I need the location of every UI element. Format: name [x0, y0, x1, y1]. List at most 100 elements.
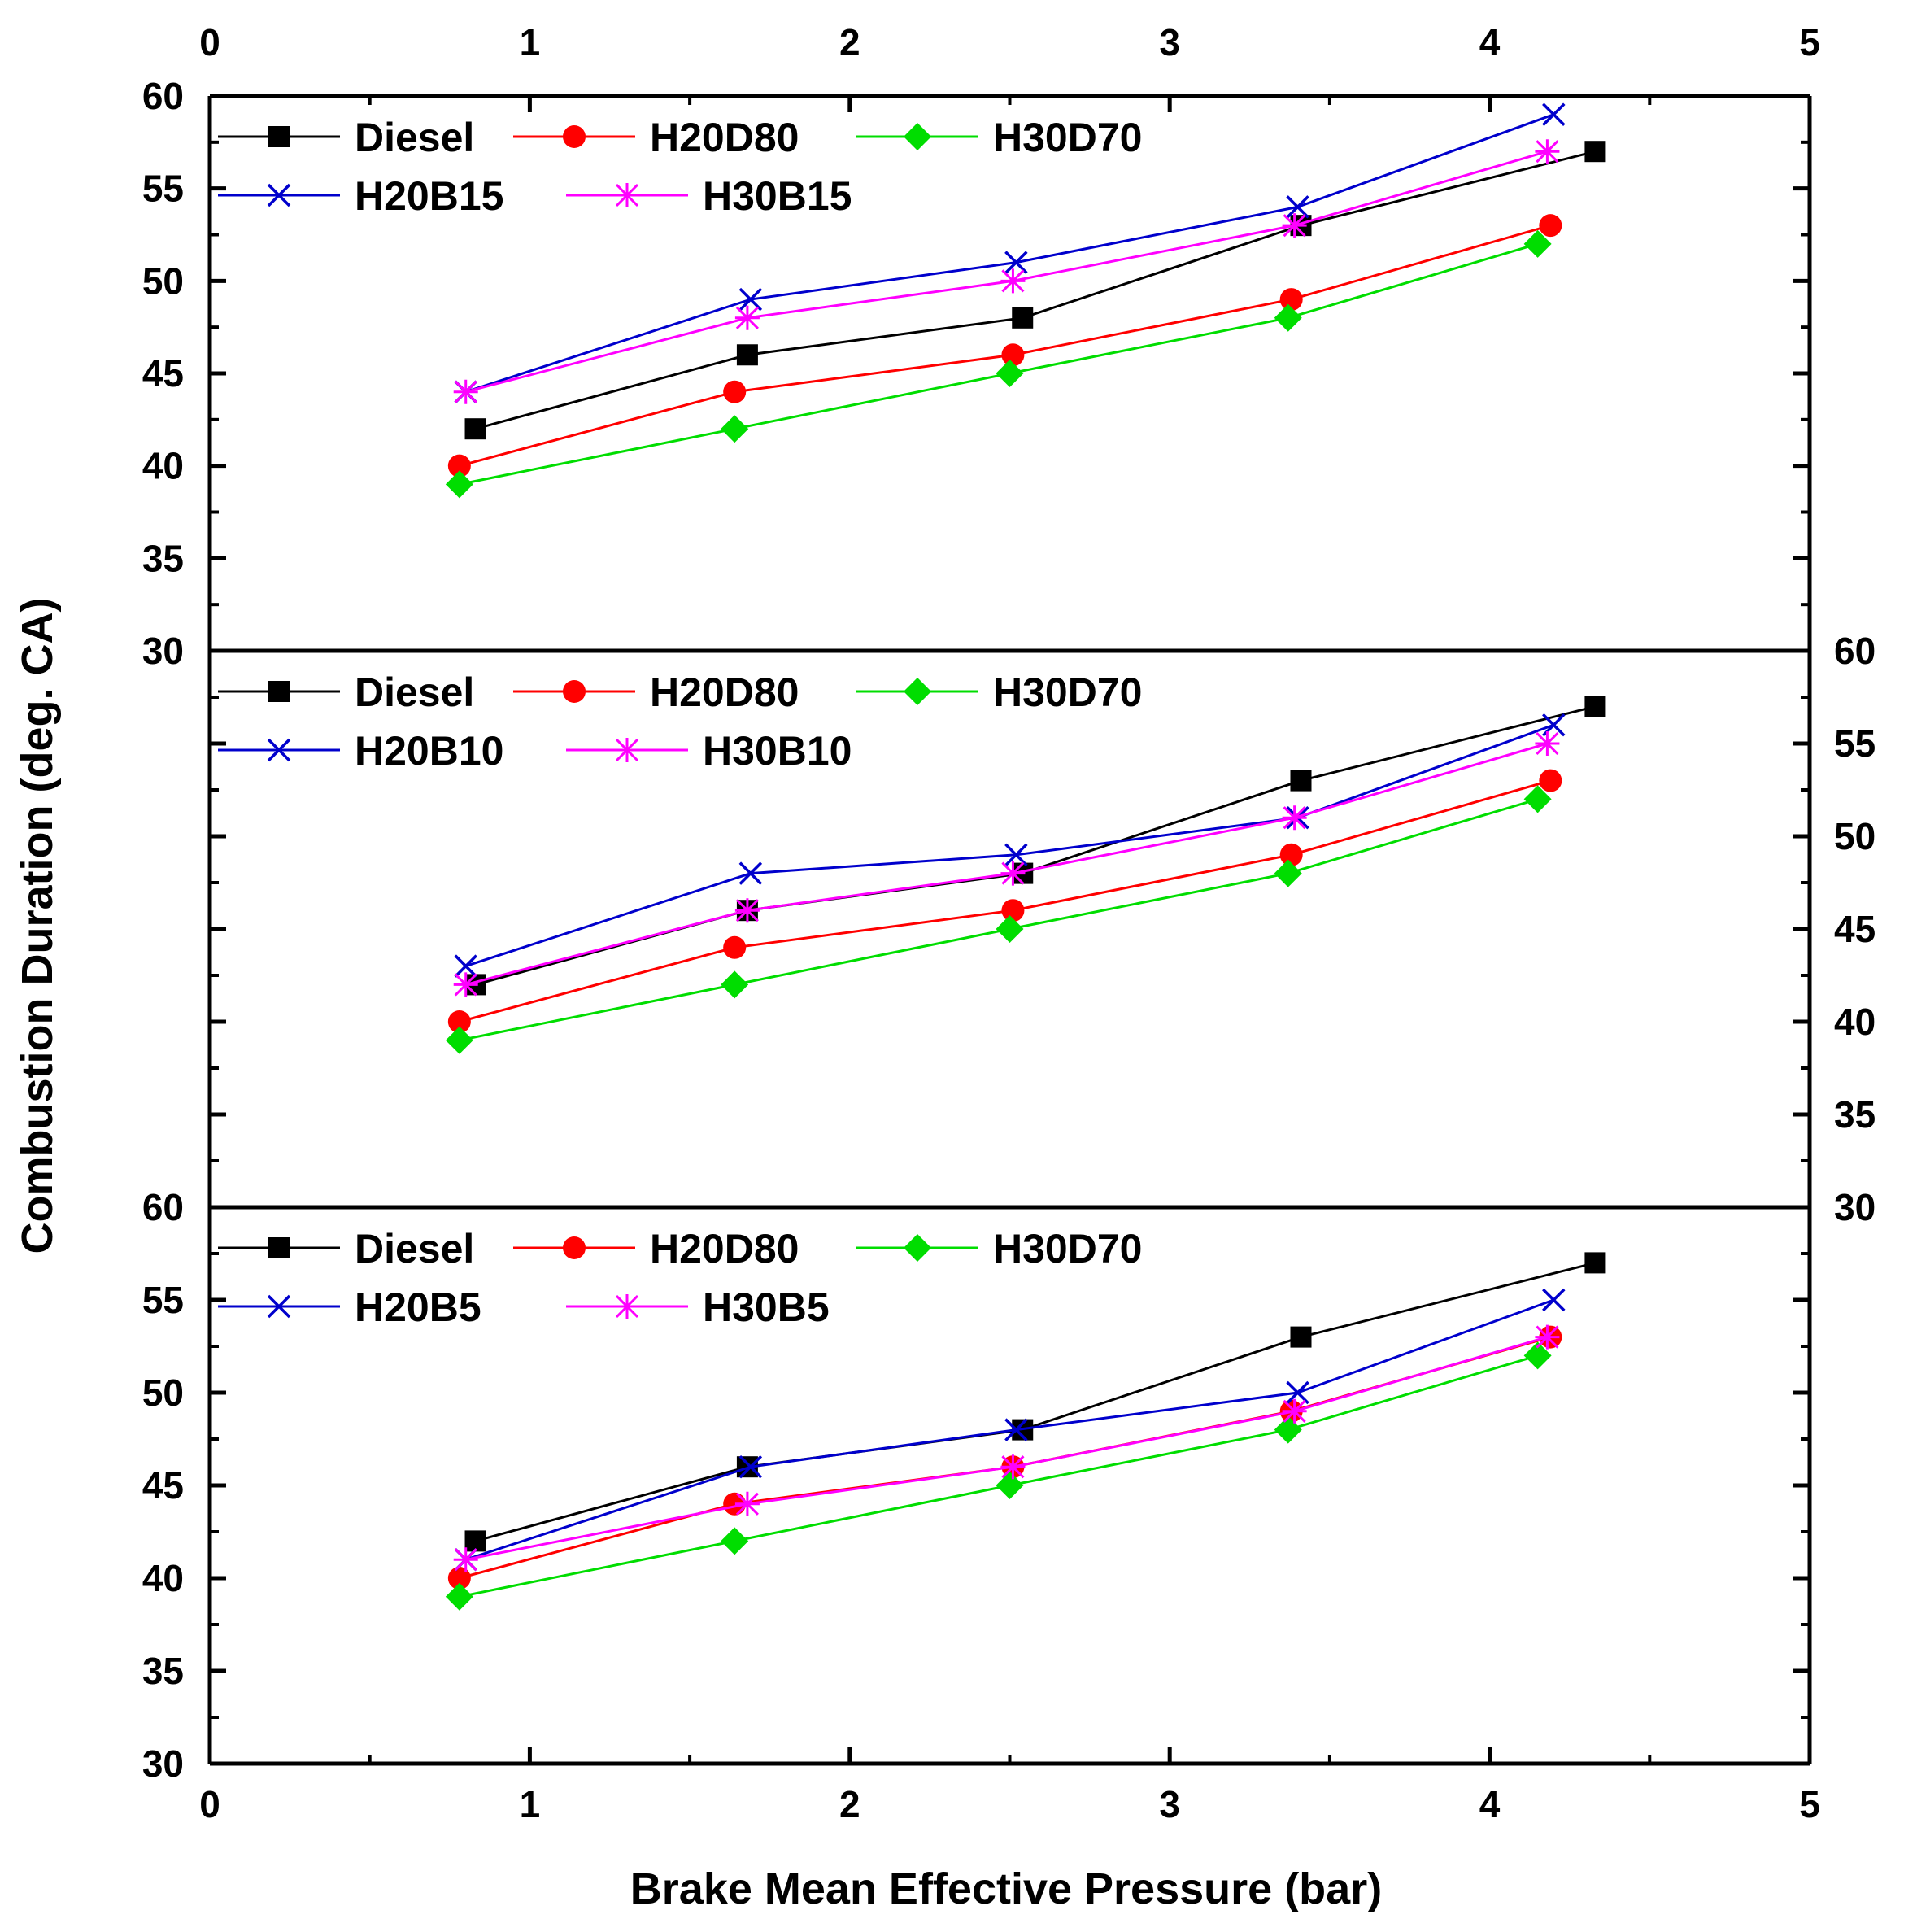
legend-label: Diesel — [355, 1226, 474, 1271]
data-point — [1290, 770, 1312, 792]
series-h30d70-middle — [445, 785, 1552, 1054]
data-point — [1012, 307, 1034, 329]
data-point — [447, 1567, 471, 1590]
x-axis-title: Brake Mean Effective Pressure (bar) — [630, 1864, 1382, 1913]
legend-label: H30D70 — [993, 1226, 1142, 1271]
legend-middle: Diesel H20D80 H30D70 H20B10 H30B10 — [218, 669, 1142, 774]
x-tick-label: 3 — [1159, 1783, 1180, 1825]
x-tick-label: 5 — [1799, 1783, 1820, 1825]
data-point — [453, 379, 478, 404]
legend-label: H20D80 — [650, 1226, 799, 1271]
data-point — [447, 454, 471, 478]
data-point — [447, 1010, 471, 1033]
data-point — [445, 1026, 473, 1054]
y-tick-label: 55 — [1834, 722, 1876, 765]
y-tick-label: 50 — [1834, 815, 1876, 857]
data-point — [1274, 859, 1302, 887]
data-point — [736, 344, 758, 366]
legend-bottom: Diesel H20D80 H30D70 H20B5 H30B5 — [218, 1226, 1142, 1330]
data-point — [1286, 1380, 1309, 1405]
legend-label: H20D80 — [650, 115, 799, 160]
legend-layer: Diesel H20D80 H30D70 H20B15 H30B15 Diesel H20D… — [218, 115, 1142, 1330]
y-tick-label: 60 — [142, 1186, 184, 1228]
y-tick-label: 60 — [1834, 630, 1876, 672]
data-point — [1542, 102, 1566, 126]
data-point — [734, 898, 760, 923]
x-tick-label: 5 — [1799, 21, 1820, 63]
legend-marker — [267, 1294, 291, 1319]
legend-label: H30D70 — [993, 669, 1142, 715]
series-h30b15-top — [453, 139, 1560, 404]
legend-marker — [268, 126, 290, 147]
data-point — [1535, 731, 1560, 756]
legend-marker — [904, 123, 931, 150]
legend-marker — [615, 738, 639, 762]
y-axis-title: Combustion Duration (deg. CA) — [13, 598, 62, 1254]
y-tick-label: 45 — [142, 1464, 184, 1507]
series-h30b10-middle — [453, 731, 1560, 997]
data-point — [738, 861, 763, 885]
series-h20d80-middle — [447, 769, 1562, 1033]
x-tick-label: 0 — [199, 1783, 220, 1825]
y-tick-label: 30 — [142, 1742, 184, 1785]
legend-label: H30B10 — [703, 728, 852, 774]
data-point — [721, 970, 749, 999]
data-point — [996, 1472, 1024, 1499]
series-layer — [445, 102, 1606, 1611]
data-point — [723, 935, 747, 959]
legend-label: H20B10 — [355, 728, 503, 774]
data-point — [1523, 785, 1552, 813]
data-point — [1004, 251, 1028, 274]
x-tick-label: 4 — [1479, 1783, 1501, 1825]
data-point — [1000, 861, 1026, 886]
data-point — [738, 287, 763, 312]
y-tick-label: 30 — [1834, 1186, 1876, 1228]
legend-label: Diesel — [355, 669, 474, 715]
data-point — [454, 954, 477, 978]
legend-marker — [563, 125, 586, 148]
data-point — [445, 1582, 473, 1611]
legend-label: H30B15 — [703, 173, 852, 219]
y-tick-label: 45 — [142, 352, 184, 395]
data-point — [1001, 343, 1025, 367]
legend-label: Diesel — [355, 115, 474, 160]
data-point — [1000, 268, 1026, 294]
y-tick-label: 60 — [142, 75, 184, 117]
legend-label: H20B5 — [355, 1284, 481, 1330]
y-tick-label: 55 — [142, 168, 184, 210]
legend-marker — [615, 183, 639, 207]
data-point — [1584, 696, 1606, 717]
legend-marker — [904, 678, 931, 705]
data-point — [1523, 229, 1552, 258]
data-point — [1000, 1454, 1026, 1480]
x-tick-label: 2 — [839, 21, 860, 63]
y-tick-label: 40 — [1834, 1001, 1876, 1043]
y-tick-label: 40 — [142, 445, 184, 487]
legend-label: H30B5 — [703, 1284, 830, 1330]
data-point — [1290, 1326, 1312, 1348]
x-tick-label: 3 — [1159, 21, 1180, 63]
data-point — [1535, 139, 1560, 164]
data-point — [464, 418, 486, 440]
legend-marker — [268, 1237, 290, 1258]
data-point — [996, 915, 1024, 943]
x-tick-label: 1 — [520, 1783, 541, 1825]
data-point — [1004, 843, 1028, 867]
y-tick-label: 50 — [142, 259, 184, 302]
series-h20b10-middle — [454, 713, 1566, 978]
series-h30d70-top — [445, 229, 1552, 499]
data-point — [1282, 1398, 1307, 1424]
data-point — [445, 470, 473, 499]
data-point — [1584, 1252, 1606, 1274]
legend-marker — [268, 681, 290, 702]
axes-layer — [207, 94, 1812, 1766]
series-h30d70-bottom — [445, 1341, 1552, 1611]
series-h20d80-top — [447, 214, 1562, 478]
legend-label: H30D70 — [993, 115, 1142, 160]
data-point — [1004, 1418, 1028, 1441]
legend-label: H20D80 — [650, 669, 799, 715]
data-point — [1282, 213, 1307, 238]
data-point — [1001, 899, 1025, 922]
